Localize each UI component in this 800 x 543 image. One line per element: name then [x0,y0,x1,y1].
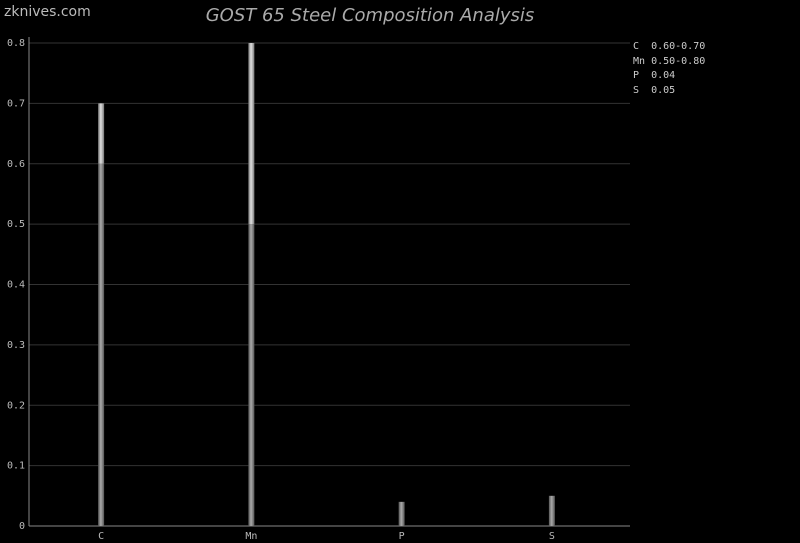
legend-element: C [633,41,652,52]
y-tick-label: 0.5 [7,219,25,230]
legend: C 0.60-0.70 Mn 0.50-0.80 P 0.04 S 0.05 [633,40,705,98]
y-tick-label: 0.4 [7,280,25,291]
y-tick-label: 0.8 [7,38,25,49]
legend-value: 0.05 [651,84,676,96]
y-tick-label: 0.3 [7,340,25,351]
site-logo: zknives.com [4,4,91,20]
bar-c-min [98,163,105,526]
bar-s-min [548,495,555,526]
legend-element: P [633,70,652,81]
legend-entry: S 0.05 [633,84,705,99]
legend-entry: P 0.04 [633,69,705,84]
bar-mn-range [248,43,255,225]
x-tick-label: Mn [245,531,257,542]
legend-value: 0.60-0.70 [651,41,706,52]
legend-element: S [633,84,652,96]
x-tick-label: C [98,531,104,542]
y-tick-label: 0.7 [7,98,25,109]
y-tick-label: 0 [19,521,25,532]
bar-c-range [98,103,105,164]
bar-p-min [398,501,405,526]
chart-title: GOST 65 Steel Composition Analysis [205,5,535,26]
legend-value: 0.50-0.80 [651,55,706,67]
y-tick-label: 0.1 [7,461,25,472]
y-tick-label: 0.6 [7,159,25,170]
legend-entry: Mn 0.50-0.80 [633,55,705,70]
bar-mn-min [248,224,255,526]
legend-entry: C 0.60-0.70 [633,40,705,55]
y-tick-label: 0.2 [7,400,25,411]
legend-value: 0.04 [651,70,676,81]
x-tick-label: S [549,531,555,542]
x-tick-label: P [399,531,405,542]
legend-element: Mn [633,55,652,67]
